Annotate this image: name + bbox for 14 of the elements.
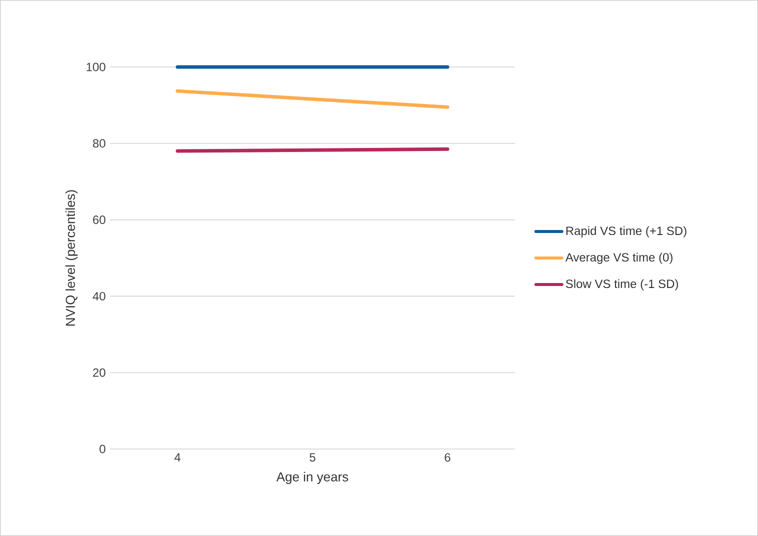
y-tick-label: 60 <box>93 216 106 224</box>
x-tick-label: 6 <box>444 453 450 462</box>
y-tick-label: 20 <box>93 368 106 377</box>
x-tick-label: 4 <box>174 453 180 462</box>
y-tick-label: 0 <box>100 444 106 454</box>
legend-label: Rapid VS time (+1 SD) <box>566 226 686 238</box>
y-tick-label: 100 <box>86 62 106 72</box>
y-tick-label: 40 <box>92 292 106 300</box>
y-axis-title: NVIQ level (percentiles) <box>65 190 78 326</box>
legend-label: Average VS time (0) <box>565 252 672 264</box>
x-axis-title: Age in years <box>276 472 348 484</box>
y-tick-label: 80 <box>92 139 106 148</box>
legend-label: Slow VS time (-1 SD) <box>566 279 678 290</box>
x-tick-label: 5 <box>310 453 316 462</box>
